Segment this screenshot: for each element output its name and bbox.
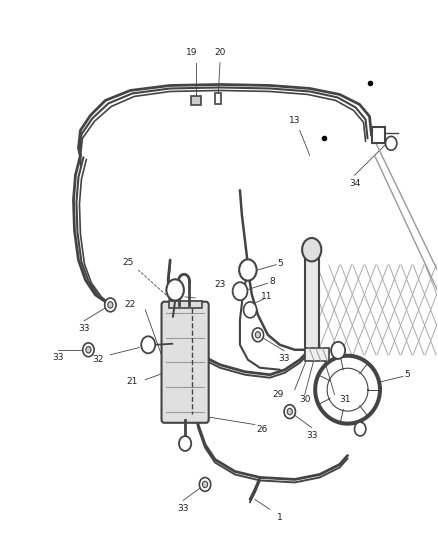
Text: 33: 33 xyxy=(177,504,189,513)
Circle shape xyxy=(284,405,296,418)
Circle shape xyxy=(179,436,191,451)
Circle shape xyxy=(302,238,321,261)
Circle shape xyxy=(141,336,155,353)
Text: 22: 22 xyxy=(125,301,136,309)
Circle shape xyxy=(239,260,257,280)
Text: 30: 30 xyxy=(299,395,311,404)
Circle shape xyxy=(252,328,264,342)
Text: 25: 25 xyxy=(123,257,134,266)
Text: 33: 33 xyxy=(306,431,318,440)
Circle shape xyxy=(83,343,94,357)
Text: 33: 33 xyxy=(52,353,64,362)
Text: 5: 5 xyxy=(405,370,410,379)
Bar xyxy=(169,301,202,308)
Text: 29: 29 xyxy=(272,390,283,399)
Text: 21: 21 xyxy=(127,377,138,386)
Bar xyxy=(191,96,201,104)
Bar xyxy=(305,255,319,355)
Bar xyxy=(371,127,385,143)
Circle shape xyxy=(202,481,208,488)
Text: 5: 5 xyxy=(278,259,283,268)
Text: 13: 13 xyxy=(289,116,300,125)
Text: 1: 1 xyxy=(277,513,283,522)
Circle shape xyxy=(287,408,293,415)
Text: 20: 20 xyxy=(214,48,226,57)
Text: 19: 19 xyxy=(186,48,198,57)
Bar xyxy=(215,93,222,104)
Circle shape xyxy=(354,422,366,436)
Circle shape xyxy=(331,342,345,359)
Circle shape xyxy=(108,302,113,308)
Circle shape xyxy=(86,346,91,353)
Circle shape xyxy=(385,136,397,150)
FancyBboxPatch shape xyxy=(162,302,208,423)
Circle shape xyxy=(166,279,184,301)
Text: 8: 8 xyxy=(269,277,275,286)
Text: 26: 26 xyxy=(256,425,268,434)
Text: 33: 33 xyxy=(278,354,290,364)
Text: 34: 34 xyxy=(349,179,360,188)
Bar xyxy=(305,348,329,361)
Text: 23: 23 xyxy=(214,280,226,289)
Circle shape xyxy=(244,302,257,318)
Text: 33: 33 xyxy=(78,324,90,333)
Text: 31: 31 xyxy=(339,395,350,404)
Text: 32: 32 xyxy=(93,356,104,364)
Text: 11: 11 xyxy=(261,292,272,301)
Circle shape xyxy=(233,282,247,300)
Circle shape xyxy=(105,298,116,312)
Circle shape xyxy=(199,478,211,491)
Circle shape xyxy=(255,332,261,338)
